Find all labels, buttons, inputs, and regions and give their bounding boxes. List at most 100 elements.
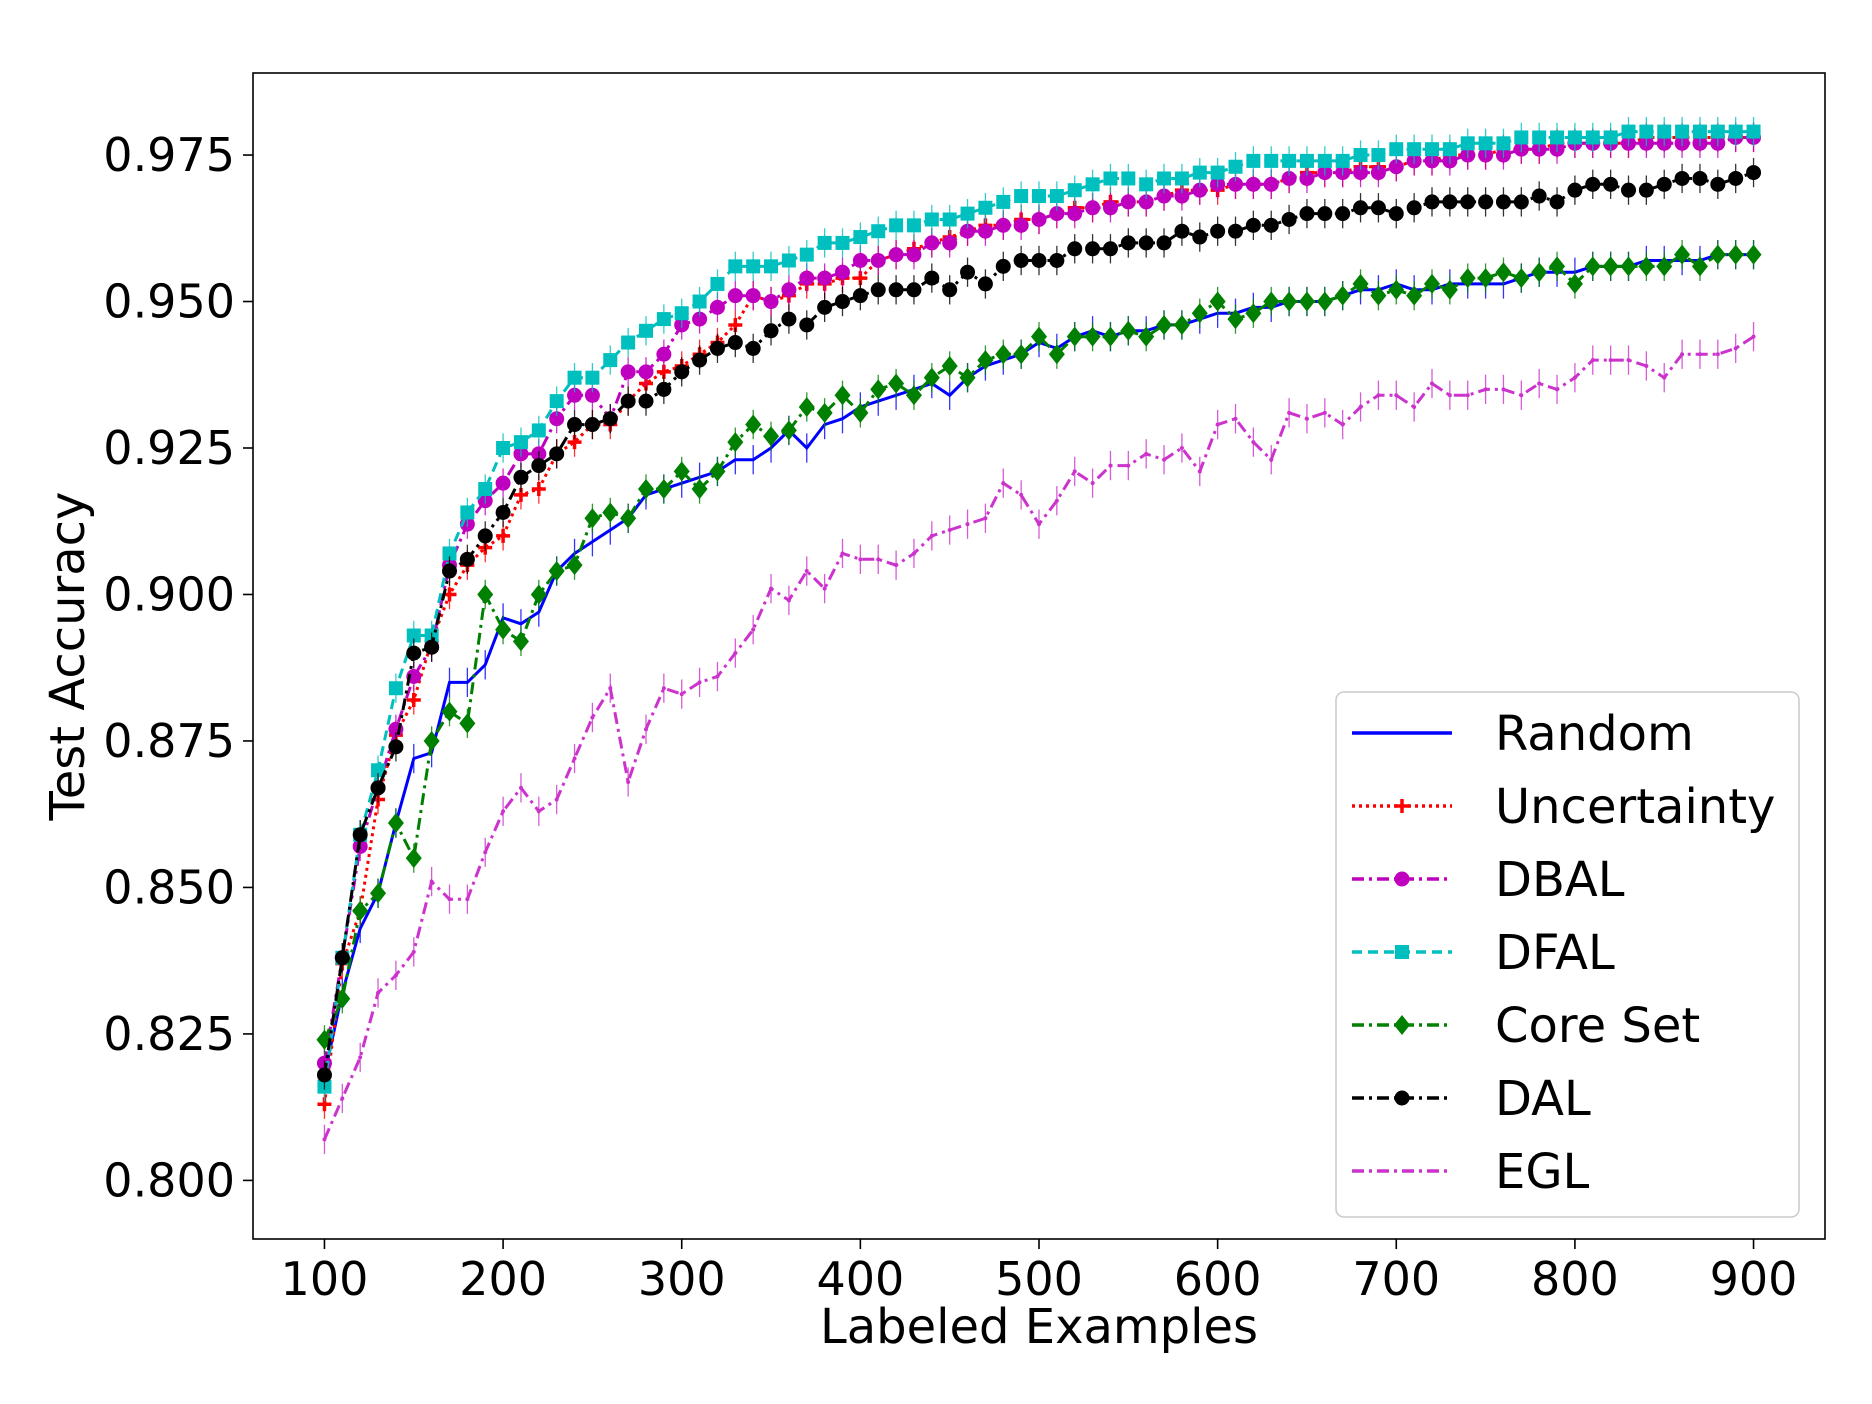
data-point <box>1674 244 1691 265</box>
data-point <box>745 414 762 435</box>
data-point <box>1430 381 1434 386</box>
data-point <box>1227 309 1244 330</box>
data-point <box>1656 176 1672 192</box>
data-point <box>1156 235 1172 251</box>
data-point <box>495 619 512 640</box>
data-point <box>1269 457 1274 462</box>
data-point <box>1085 200 1101 216</box>
data-point <box>1412 404 1417 409</box>
x-tick-label: 100 <box>281 1252 369 1306</box>
data-point <box>1519 393 1524 398</box>
data-point <box>626 779 631 784</box>
data-point <box>780 420 797 441</box>
data-point <box>358 1055 363 1060</box>
data-point <box>1370 285 1387 306</box>
data-point <box>536 809 541 814</box>
data-point <box>906 218 921 233</box>
legend-item: EGL <box>1352 1144 1590 1200</box>
data-point <box>1675 124 1690 139</box>
data-point <box>947 528 952 533</box>
data-point <box>852 252 868 268</box>
data-point <box>924 235 940 251</box>
legend-marker <box>1395 945 1409 959</box>
data-point <box>370 883 387 904</box>
data-point <box>1442 142 1457 157</box>
data-point <box>1245 176 1261 192</box>
data-point <box>1067 241 1083 257</box>
data-point <box>1680 352 1685 357</box>
data-point <box>888 282 904 298</box>
data-point <box>405 848 422 869</box>
data-point <box>781 311 797 327</box>
data-point <box>894 563 899 568</box>
data-point <box>1691 256 1708 277</box>
data-point <box>822 586 827 591</box>
legend-marker <box>1395 799 1409 813</box>
x-tick-label: 900 <box>1710 1252 1798 1306</box>
data-point <box>1638 256 1655 277</box>
data-point <box>1656 256 1673 277</box>
data-point <box>567 417 583 433</box>
data-point <box>691 479 708 500</box>
data-point <box>817 235 832 250</box>
data-point <box>1037 522 1041 527</box>
data-point <box>1215 422 1220 427</box>
y-tick-label: 0.825 <box>103 1007 235 1061</box>
data-point <box>960 206 975 221</box>
data-point <box>852 402 869 423</box>
data-point <box>1567 130 1582 145</box>
series-lines <box>316 116 1762 1155</box>
y-axis-label: Test Accuracy <box>40 492 96 822</box>
data-point <box>1085 241 1101 257</box>
data-point <box>1692 124 1707 139</box>
data-point <box>423 730 440 751</box>
data-point <box>1751 334 1756 339</box>
data-point <box>1424 194 1440 210</box>
data-point <box>888 247 904 263</box>
data-point <box>1263 176 1279 192</box>
data-point <box>1710 176 1726 192</box>
data-point <box>1264 153 1279 168</box>
data-point <box>888 373 905 394</box>
data-point <box>424 639 440 655</box>
data-point <box>656 346 672 362</box>
data-point <box>531 423 546 438</box>
data-point <box>1072 469 1077 474</box>
data-point <box>960 264 976 280</box>
data-point <box>1251 440 1256 445</box>
data-point <box>905 385 922 406</box>
data-point <box>1316 291 1333 312</box>
data-point <box>590 715 595 720</box>
x-tick-label: 600 <box>1174 1252 1262 1306</box>
data-point <box>1477 268 1494 289</box>
legend-item: DBAL <box>1352 852 1625 908</box>
data-point <box>697 680 702 685</box>
data-point <box>924 212 939 227</box>
data-point <box>1478 136 1493 151</box>
data-point <box>709 461 726 482</box>
data-point <box>496 528 511 543</box>
data-point <box>1103 171 1118 186</box>
data-point <box>387 812 404 833</box>
data-point <box>906 282 922 298</box>
data-point <box>567 370 582 385</box>
data-point <box>728 259 743 274</box>
data-point <box>1709 244 1726 265</box>
data-point <box>781 253 796 268</box>
data-point <box>1407 142 1422 157</box>
data-point <box>1406 285 1423 306</box>
data-point <box>1566 273 1583 294</box>
data-point <box>441 701 458 722</box>
data-point <box>1102 241 1118 257</box>
data-point <box>1394 393 1399 398</box>
data-point <box>673 461 690 482</box>
data-point <box>371 763 386 778</box>
data-point <box>1728 170 1744 186</box>
data-point <box>1620 256 1637 277</box>
data-point <box>1389 142 1404 157</box>
data-point <box>1304 416 1309 421</box>
data-point <box>1513 194 1529 210</box>
data-point <box>1138 235 1154 251</box>
data-point <box>924 270 940 286</box>
data-point <box>715 674 720 679</box>
